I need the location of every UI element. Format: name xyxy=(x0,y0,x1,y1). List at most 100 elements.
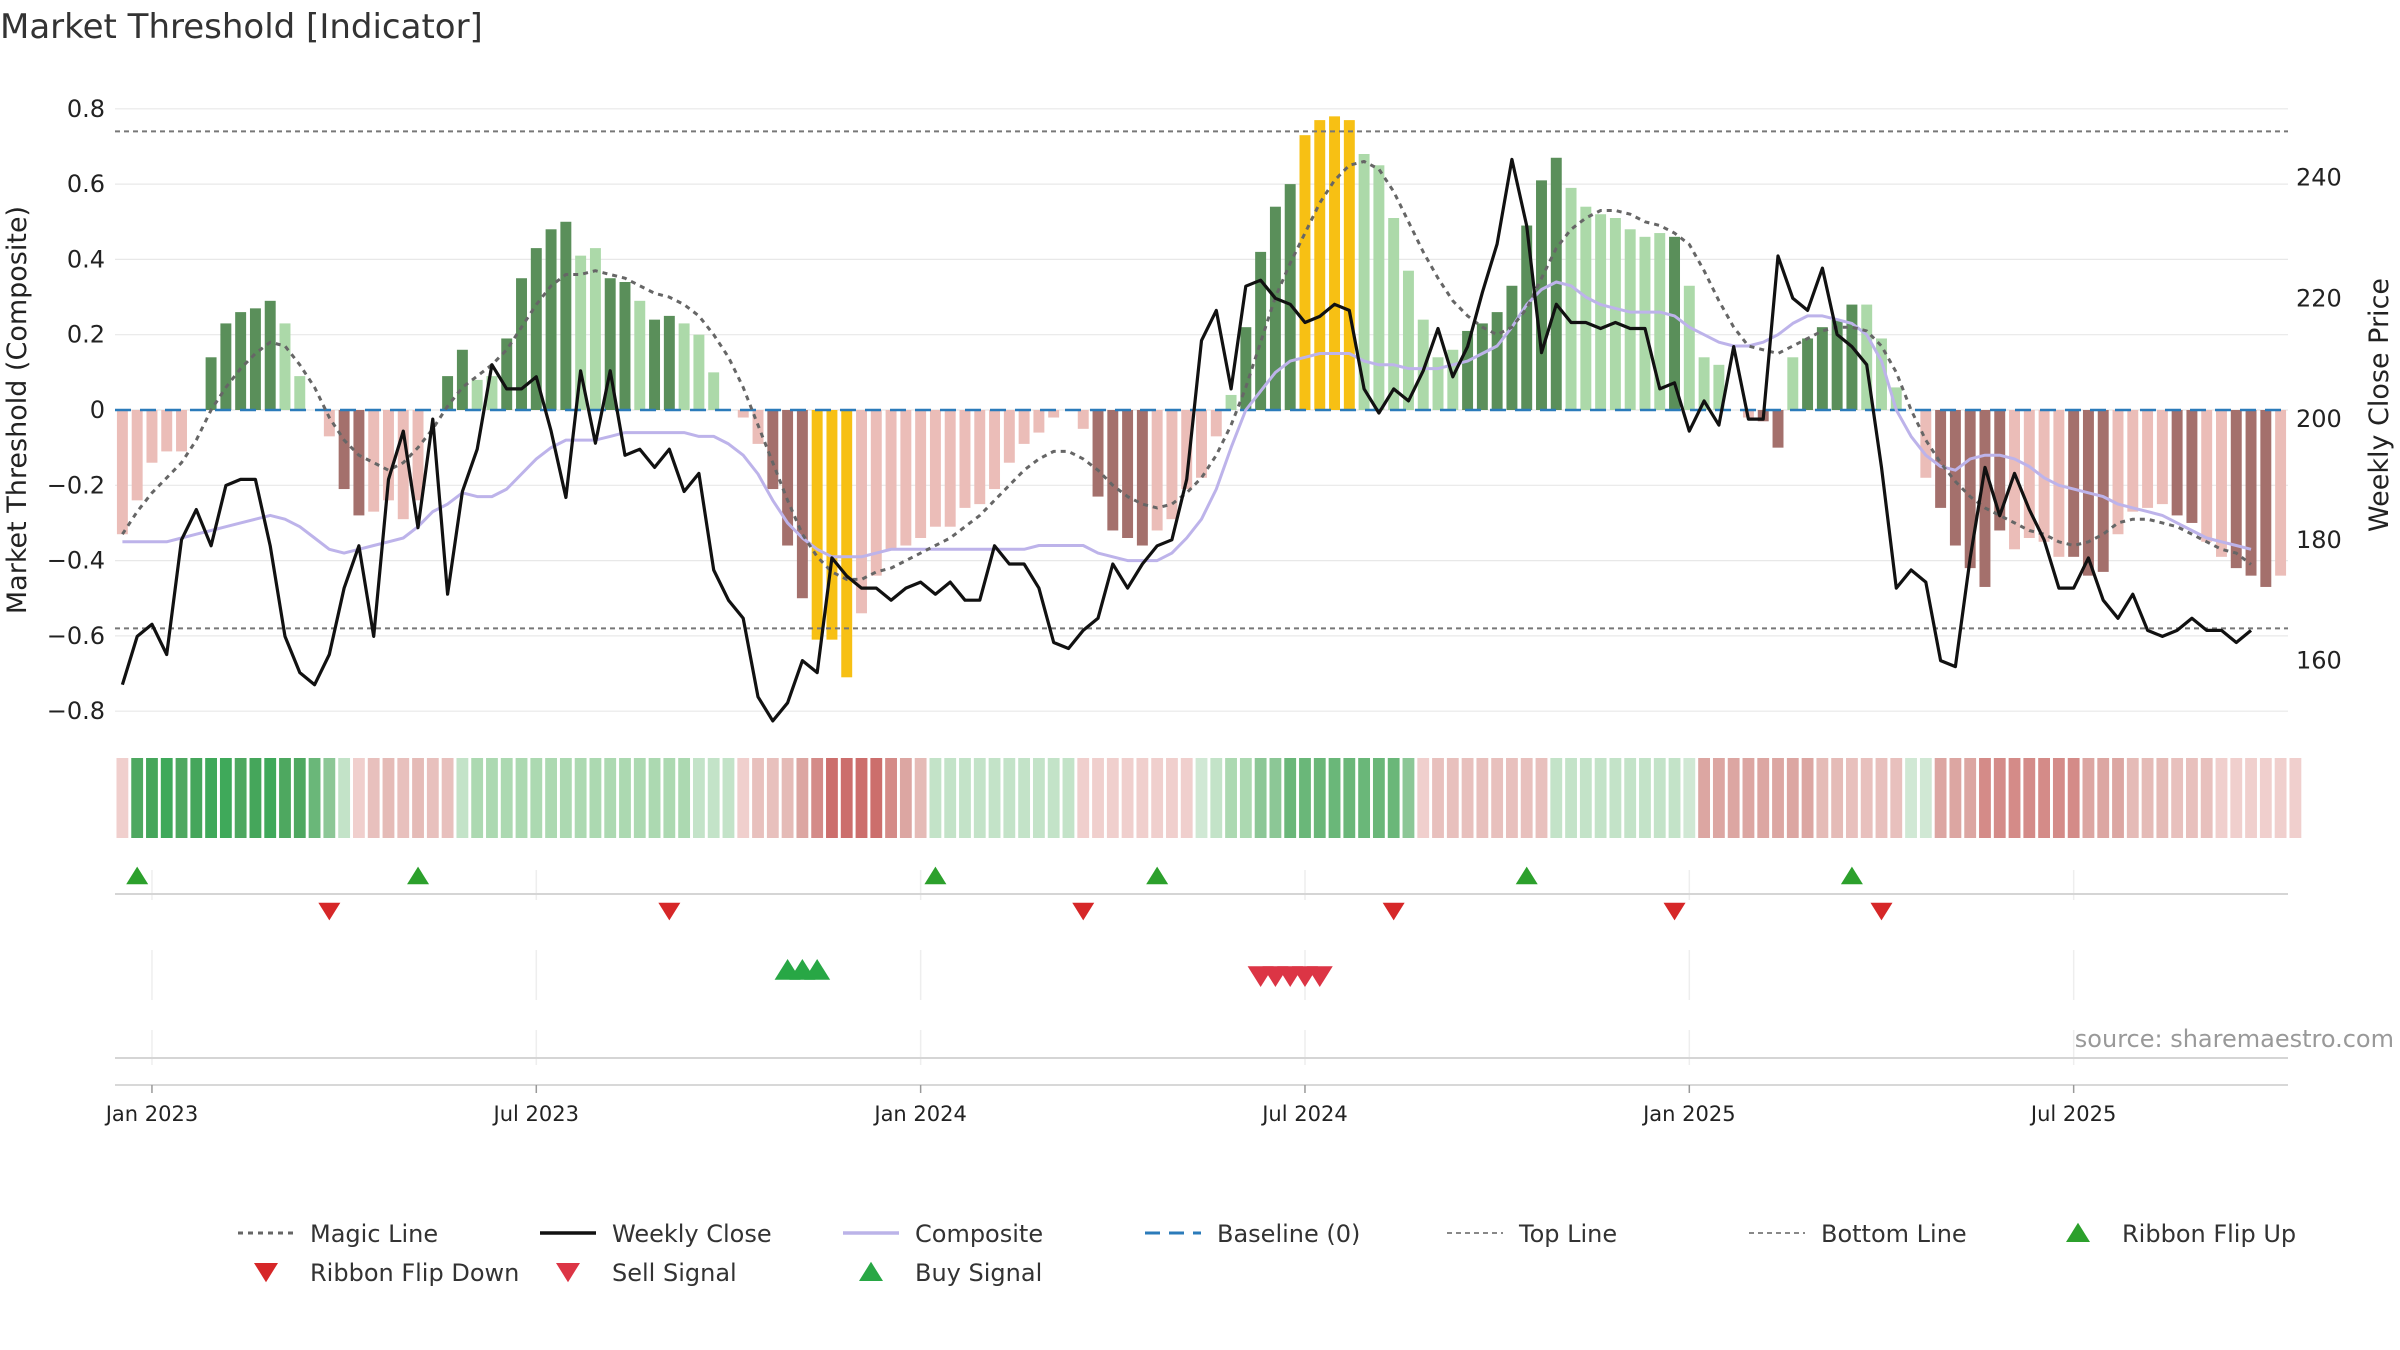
ribbon-cell xyxy=(1742,758,1755,838)
ribbon-cell xyxy=(426,758,439,838)
ribbon-cell xyxy=(1299,758,1311,838)
ribbon-cell xyxy=(1964,758,1977,838)
ribbon-cell xyxy=(1372,758,1385,838)
composite-bar xyxy=(412,410,424,501)
composite-bar xyxy=(471,379,483,410)
composite-bar xyxy=(1654,233,1666,410)
composite-bar xyxy=(841,410,853,678)
ribbon-cell xyxy=(338,758,351,838)
composite-bar xyxy=(619,282,631,410)
composite-bar xyxy=(811,410,823,640)
ribbon-flip-up-marker xyxy=(407,866,430,885)
composite-bar xyxy=(397,410,409,520)
ribbon-flip-down-marker xyxy=(658,902,681,921)
composite-bar xyxy=(885,410,897,550)
composite-bar xyxy=(1462,330,1474,410)
composite-bar xyxy=(516,278,527,410)
ribbon-cell xyxy=(1520,758,1533,838)
ribbon-cell xyxy=(382,758,395,838)
ribbon-cell xyxy=(2126,758,2139,838)
ribbon-cell xyxy=(2245,758,2257,838)
ribbon-cell xyxy=(219,758,232,838)
ribbon-cell xyxy=(1846,758,1858,838)
legend-label: Magic Line xyxy=(310,1220,438,1248)
ribbon-cell xyxy=(2171,758,2184,838)
composite-bar xyxy=(486,376,498,410)
ribbon-cell xyxy=(1461,758,1474,838)
ribbon-cell xyxy=(1668,758,1681,838)
composite-bar xyxy=(870,410,882,576)
ribbon-cell xyxy=(1358,758,1371,838)
ribbon-cell xyxy=(515,758,528,838)
composite-bar xyxy=(2142,410,2154,508)
composite-bar xyxy=(1048,410,1060,418)
ribbon-cell xyxy=(1062,758,1075,838)
ribbon-flip-up-marker xyxy=(126,866,149,885)
ribbon-cell xyxy=(1875,758,1888,838)
composite-bar xyxy=(205,357,217,410)
legend-item: Baseline (0) xyxy=(1145,1220,1360,1248)
ribbon-cell xyxy=(1786,758,1799,838)
composite-bar xyxy=(2097,410,2109,572)
ribbon-cell xyxy=(412,758,424,838)
composite-bar xyxy=(589,248,601,410)
ribbon-flip-down-marker xyxy=(318,902,341,921)
y-tick-label: 0.6 xyxy=(67,170,105,198)
ribbon-cell xyxy=(1313,758,1326,838)
ribbon-cell xyxy=(1092,758,1104,838)
x-tick-label: Jul 2025 xyxy=(2029,1102,2116,1126)
composite-bar xyxy=(1402,270,1414,410)
ribbon-cell xyxy=(1919,758,1932,838)
composite-bar xyxy=(2112,410,2124,535)
ribbon-cell xyxy=(1712,758,1725,838)
composite-bar xyxy=(1580,206,1592,410)
legend-swatch xyxy=(859,1261,883,1281)
ribbon-cell xyxy=(648,758,661,838)
composite-bar xyxy=(1624,229,1636,410)
ribbon-cell xyxy=(1609,758,1622,838)
ribbon-cell xyxy=(1328,758,1341,838)
ribbon-cell xyxy=(2215,758,2228,838)
composite-bar xyxy=(1107,410,1119,531)
ribbon-cell xyxy=(1018,758,1031,838)
ribbon-cell xyxy=(308,758,321,838)
ribbon-flip-down-marker xyxy=(1663,902,1686,921)
ribbon-cell xyxy=(1446,758,1459,838)
ribbon-cell xyxy=(1106,758,1119,838)
ribbon-cell xyxy=(2052,758,2065,838)
ribbon-cell xyxy=(2259,758,2272,838)
composite-bar xyxy=(368,410,380,512)
sell-signal-marker xyxy=(1306,966,1333,988)
x-tick-label: Jul 2023 xyxy=(492,1102,579,1126)
composite-bar xyxy=(2038,410,2050,542)
ribbon-cell xyxy=(397,758,410,838)
y-axis-label: Market Threshold (Composite) xyxy=(2,206,33,614)
composite-bar xyxy=(161,410,173,452)
composite-bar xyxy=(959,410,971,508)
ribbon-cell xyxy=(1491,758,1504,838)
composite-bar xyxy=(1269,206,1281,410)
x-tick-label: Jan 2024 xyxy=(872,1102,967,1126)
y-tick-label: 0 xyxy=(90,396,105,424)
legend-item: Buy Signal xyxy=(859,1259,1042,1287)
ribbon-cell xyxy=(1550,758,1563,838)
ribbon-cell xyxy=(826,758,838,838)
composite-bar xyxy=(1092,410,1104,497)
ribbon-flip-up-marker xyxy=(1146,866,1169,885)
composite-bar xyxy=(1314,120,1326,410)
composite-bar xyxy=(323,410,335,437)
composite-bar xyxy=(1329,116,1341,411)
ribbon-cell xyxy=(190,758,203,838)
ribbon-cell xyxy=(678,758,691,838)
composite-bar xyxy=(1920,410,1932,478)
composite-bar xyxy=(826,410,838,640)
weekly-close-line xyxy=(120,157,2253,723)
ribbon-cell xyxy=(1210,758,1223,838)
legend-label: Top Line xyxy=(1518,1220,1617,1248)
composite-bar xyxy=(1669,236,1681,410)
composite-bar xyxy=(456,349,468,410)
composite-bar xyxy=(856,410,867,614)
ribbon-cell xyxy=(1579,758,1592,838)
composite-bar xyxy=(1890,387,1902,410)
composite-bar xyxy=(2053,410,2065,557)
